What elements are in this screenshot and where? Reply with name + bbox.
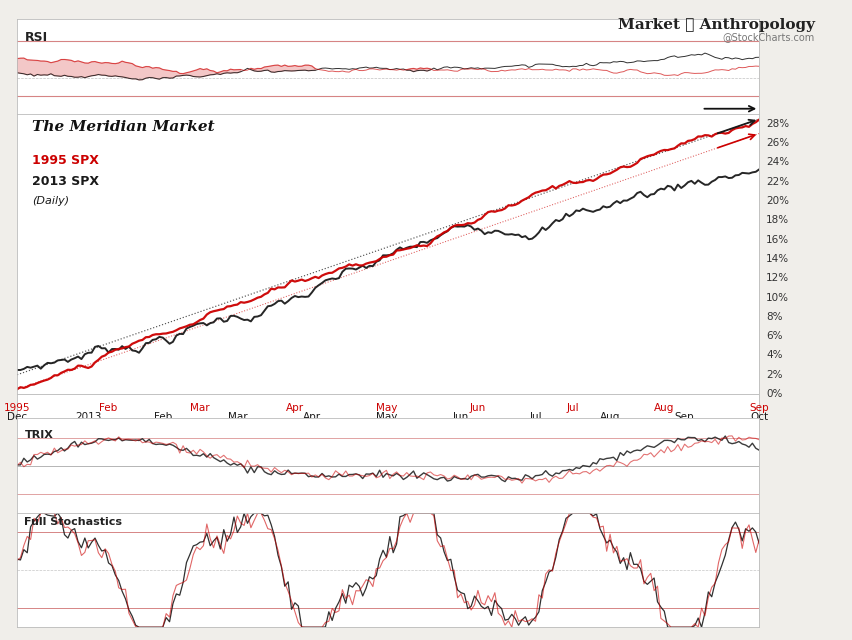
Text: 2013: 2013 xyxy=(75,412,101,422)
Text: Jul: Jul xyxy=(528,412,541,422)
Text: 20%: 20% xyxy=(765,196,788,206)
Text: 1995: 1995 xyxy=(3,403,31,413)
Text: 6%: 6% xyxy=(765,331,781,341)
Text: Oct: Oct xyxy=(749,412,768,422)
Text: 4%: 4% xyxy=(765,351,781,360)
Text: Apr: Apr xyxy=(285,403,303,413)
Text: 28%: 28% xyxy=(765,119,788,129)
Text: 18%: 18% xyxy=(765,215,788,225)
Text: 22%: 22% xyxy=(765,177,788,187)
Text: 2013 SPX: 2013 SPX xyxy=(32,175,99,188)
Text: 24%: 24% xyxy=(765,157,788,168)
Text: 12%: 12% xyxy=(765,273,788,284)
Text: 10%: 10% xyxy=(765,292,788,303)
Text: 14%: 14% xyxy=(765,254,788,264)
Text: Mar: Mar xyxy=(227,412,247,422)
Text: May: May xyxy=(375,403,397,413)
Text: Market ✶ Anthropology: Market ✶ Anthropology xyxy=(617,18,814,32)
Text: Full Stochastics: Full Stochastics xyxy=(25,516,123,527)
Text: (Daily): (Daily) xyxy=(32,196,69,206)
Text: TRIX: TRIX xyxy=(25,429,54,440)
Text: Sep: Sep xyxy=(674,412,694,422)
Text: Dec: Dec xyxy=(7,412,27,422)
Text: 16%: 16% xyxy=(765,235,788,244)
Text: 26%: 26% xyxy=(765,138,788,148)
Text: 1995 SPX: 1995 SPX xyxy=(32,154,99,166)
Text: 0%: 0% xyxy=(765,389,781,399)
Text: Jul: Jul xyxy=(566,403,579,413)
Text: The Meridian Market: The Meridian Market xyxy=(32,120,214,134)
Text: Mar: Mar xyxy=(190,403,210,413)
Text: Apr: Apr xyxy=(302,412,320,422)
Text: May: May xyxy=(375,412,397,422)
Text: Feb: Feb xyxy=(100,403,118,413)
Text: Jun: Jun xyxy=(452,412,469,422)
Text: 8%: 8% xyxy=(765,312,781,322)
Text: RSI: RSI xyxy=(25,31,48,44)
Text: Aug: Aug xyxy=(599,412,619,422)
Text: @StockCharts.com: @StockCharts.com xyxy=(722,32,814,42)
Text: 2%: 2% xyxy=(765,370,781,380)
Text: Jun: Jun xyxy=(469,403,486,413)
Text: Aug: Aug xyxy=(653,403,674,413)
Text: Feb: Feb xyxy=(153,412,172,422)
Text: Sep: Sep xyxy=(748,403,769,413)
